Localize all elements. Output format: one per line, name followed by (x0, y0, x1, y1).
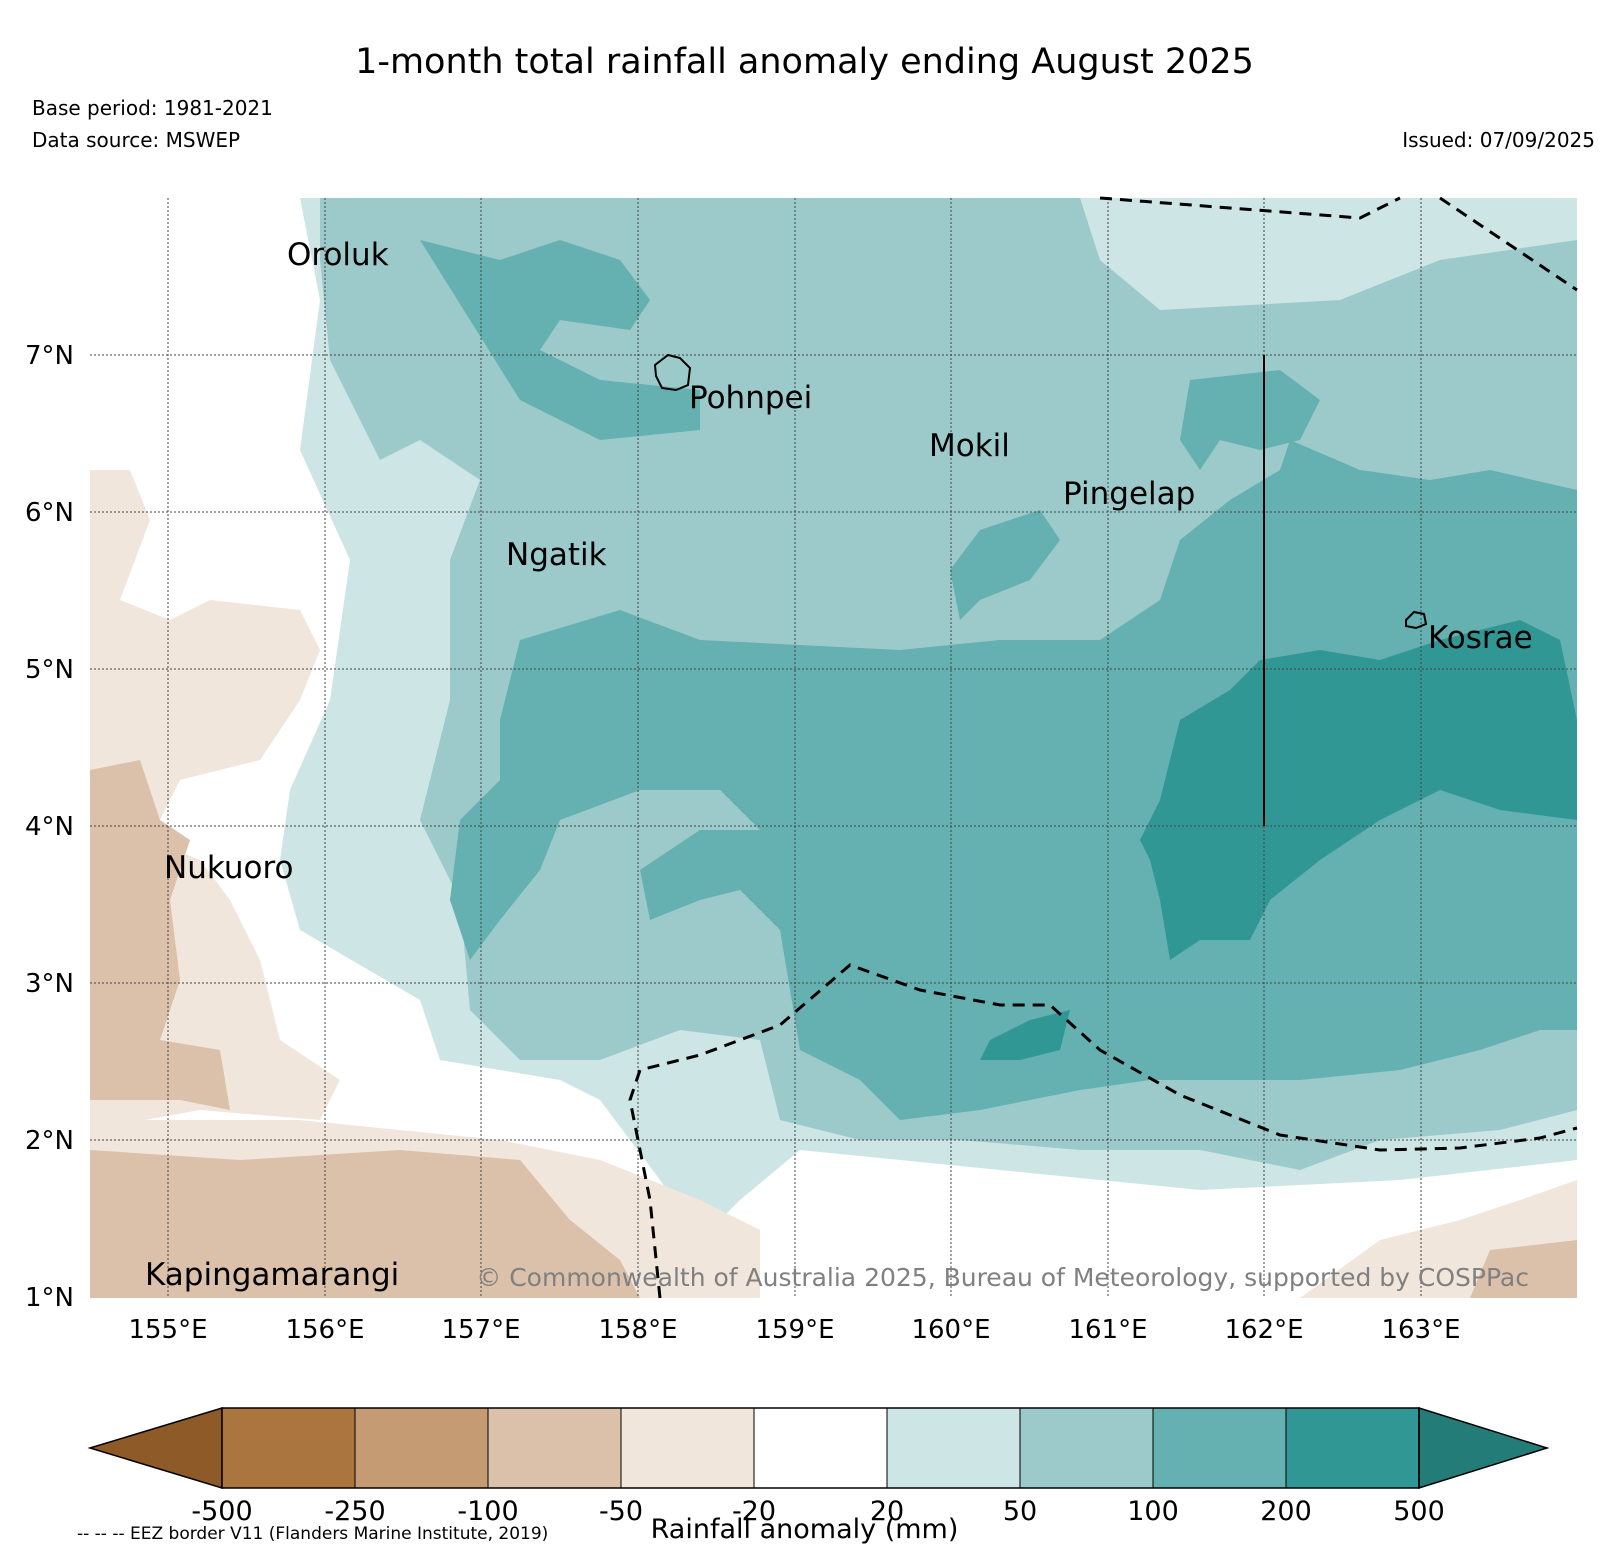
near-normal-region-northwest (90, 198, 140, 460)
colorbar-tick-label: 20 (870, 1496, 904, 1527)
lon-tick-label: 158°E (598, 1315, 677, 1345)
lon-tick-label: 163°E (1381, 1315, 1460, 1345)
lat-tick-label: 7°N (25, 341, 74, 371)
colorbar-tick-label: -250 (324, 1496, 385, 1527)
colorbar-segment (221, 1407, 356, 1489)
colorbar-segment (1152, 1407, 1287, 1489)
colorbar-extend-high (1418, 1406, 1550, 1490)
place-label-kapingamarangi: Kapingamarangi (145, 1257, 399, 1293)
colorbar-tick-label: -20 (732, 1496, 776, 1527)
wet-region-200-500-south (980, 1010, 1070, 1060)
place-label-oroluk: Oroluk (287, 237, 389, 273)
colorbar-segment (620, 1407, 755, 1489)
colorbar-tick-label: 500 (1393, 1496, 1445, 1527)
wet-region-100-200-mid (950, 510, 1060, 620)
place-label-kosrae: Kosrae (1428, 620, 1533, 656)
place-label-mokil: Mokil (929, 428, 1010, 464)
lon-tick-label: 162°E (1224, 1315, 1303, 1345)
colorbar-segment (354, 1407, 489, 1489)
lat-tick-label: 6°N (25, 498, 74, 528)
base-period: Base period: 1981-2021 (32, 96, 273, 120)
colorbar-tick-label: -500 (191, 1496, 252, 1527)
lon-tick-label: 160°E (911, 1315, 990, 1345)
lat-tick-label: 5°N (25, 655, 74, 685)
lon-tick-label: 156°E (285, 1315, 364, 1345)
lat-tick-label: 3°N (25, 969, 74, 999)
copyright-notice: © Commonwealth of Australia 2025, Bureau… (476, 1263, 1529, 1292)
colorbar-tick-label: 200 (1260, 1496, 1312, 1527)
colorbar-tick-label: 50 (1003, 1496, 1037, 1527)
colorbar-outline (221, 1407, 1420, 1489)
drier-region-southeast (1470, 1240, 1577, 1298)
eez-border (628, 196, 1578, 1299)
lon-tick-label: 157°E (441, 1315, 520, 1345)
colorbar-segment (1019, 1407, 1154, 1489)
wet-region-100-200-ne (1180, 370, 1320, 470)
map-title: 1-month total rainfall anomaly ending Au… (355, 42, 1254, 82)
colorbar-tick-label: 100 (1127, 1496, 1179, 1527)
lon-tick-label: 155°E (128, 1315, 207, 1345)
lon-tick-label: 159°E (755, 1315, 834, 1345)
colorbar-extend-low (87, 1406, 223, 1490)
data-source: Data source: MSWEP (32, 128, 241, 152)
lat-tick-label: 2°N (25, 1126, 74, 1156)
issued-date: Issued: 07/09/2025 (1402, 128, 1595, 152)
kosrae-island-outline (1405, 610, 1428, 630)
colorbar-tick-label: -50 (599, 1496, 643, 1527)
colorbar-label: Rainfall anomaly (mm) (650, 1514, 959, 1545)
wet-region-100-200-main (450, 440, 1577, 1120)
wet-region-200-500-east (1140, 620, 1577, 960)
place-label-pingelap: Pingelap (1063, 476, 1195, 512)
colorbar-tick-label: -100 (457, 1496, 518, 1527)
colorbar-segment (1285, 1407, 1420, 1489)
longitude-axis: 155°E 156°E 157°E 158°E 159°E 160°E 161°… (128, 1315, 1460, 1345)
pohnpei-island-outline (653, 353, 692, 392)
place-label-ngatik: Ngatik (506, 537, 607, 573)
colorbar-segment (487, 1407, 622, 1489)
lat-tick-label: 1°N (25, 1283, 74, 1313)
colorbar: -500 -250 -100 -50 -20 20 50 100 200 500 (87, 1406, 1550, 1527)
colorbar-segment (753, 1407, 888, 1489)
lon-tick-label: 161°E (1068, 1315, 1147, 1345)
drier-region-west (90, 760, 230, 1110)
place-label-pohnpei: Pohnpei (689, 380, 812, 416)
drier-region-south (90, 1150, 640, 1298)
lat-tick-label: 4°N (25, 812, 74, 842)
latitude-axis: 7°N 6°N 5°N 4°N 3°N 2°N 1°N (25, 341, 74, 1313)
eez-footnote: -- -- -- EEZ border V11 (Flanders Marine… (77, 1524, 549, 1544)
place-label-nukuoro: Nukuoro (164, 850, 293, 886)
rainfall-field (90, 198, 1577, 1298)
colorbar-segment (886, 1407, 1021, 1489)
wet-region-100-200-north (420, 240, 700, 440)
